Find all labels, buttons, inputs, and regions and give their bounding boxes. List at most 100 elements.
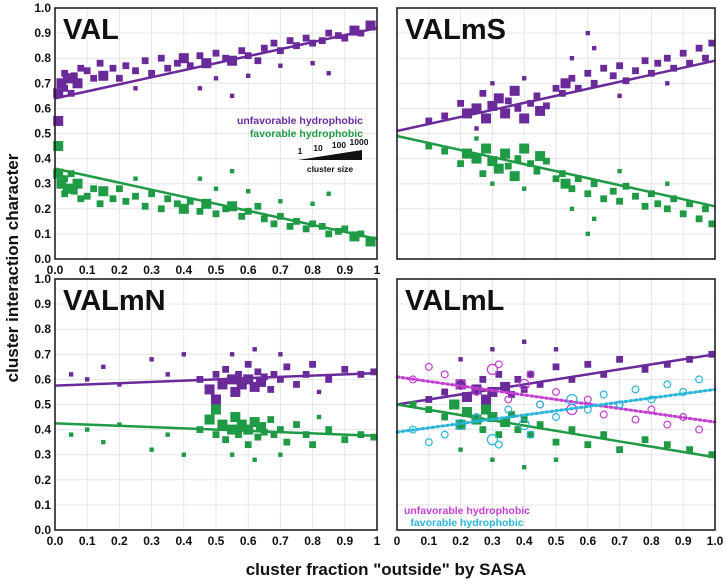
data-point xyxy=(277,212,284,220)
x-tick-label: 0.6 xyxy=(240,534,257,548)
series-cyan xyxy=(395,375,717,449)
y-tick-label: 0.2 xyxy=(34,473,51,487)
data-point xyxy=(267,416,275,423)
data-point xyxy=(487,100,498,111)
data-point xyxy=(641,365,649,373)
fit-line xyxy=(396,403,716,459)
data-point xyxy=(157,54,165,62)
data-point xyxy=(236,419,247,430)
y-tick-label: 0.9 xyxy=(34,26,51,40)
data-point xyxy=(509,85,520,96)
data-point xyxy=(186,197,194,205)
y-tick-label: 0.6 xyxy=(34,372,51,386)
data-point xyxy=(62,73,73,84)
x-tick-label: 0.3 xyxy=(484,534,501,548)
data-point xyxy=(357,29,365,37)
data-point xyxy=(149,447,154,452)
data-point xyxy=(551,387,560,396)
x-tick-label: 0.5 xyxy=(548,534,565,548)
data-point xyxy=(490,81,495,86)
fit-line xyxy=(54,167,378,241)
series-purple xyxy=(396,30,716,133)
data-point xyxy=(461,407,472,418)
data-point xyxy=(254,202,262,210)
data-point xyxy=(665,181,670,186)
data-point xyxy=(509,171,520,182)
data-point xyxy=(536,421,544,428)
y-tick-label: 0.1 xyxy=(34,498,51,512)
data-point xyxy=(83,192,91,200)
data-point xyxy=(230,412,241,423)
data-point xyxy=(149,357,154,362)
data-point xyxy=(514,155,522,162)
data-point xyxy=(70,72,78,80)
data-point xyxy=(670,195,678,203)
data-point xyxy=(479,376,487,383)
y-tick-label: 0.3 xyxy=(34,448,51,462)
data-point xyxy=(283,363,291,371)
data-point xyxy=(679,210,687,218)
x-tick-label: 0.2 xyxy=(111,263,128,277)
y-tick-label: 0.9 xyxy=(34,297,51,311)
data-point xyxy=(591,216,597,222)
data-point xyxy=(543,102,550,110)
data-point xyxy=(260,44,268,52)
data-point xyxy=(609,72,617,80)
x-tick-label: 0.7 xyxy=(272,534,289,548)
data-point xyxy=(632,67,639,75)
data-point xyxy=(495,370,503,378)
y-tick-label: 0.5 xyxy=(34,127,51,141)
y-tick-label: 0.0 xyxy=(34,252,51,266)
data-point xyxy=(341,365,349,373)
data-point xyxy=(584,441,592,449)
data-point xyxy=(535,105,546,116)
data-point xyxy=(584,190,592,198)
data-point xyxy=(325,230,333,238)
x-tick-label: 0.9 xyxy=(336,263,353,277)
data-point xyxy=(212,431,220,439)
data-point xyxy=(235,370,242,378)
data-point xyxy=(481,394,492,405)
data-point xyxy=(222,54,230,62)
data-point xyxy=(278,63,283,68)
data-point xyxy=(90,185,98,193)
data-point xyxy=(186,62,194,70)
data-point xyxy=(109,195,117,203)
data-point xyxy=(217,379,228,390)
data-point xyxy=(670,64,678,72)
data-point xyxy=(504,97,512,105)
data-point xyxy=(196,52,204,60)
data-point xyxy=(270,220,278,228)
data-point xyxy=(600,195,608,203)
x-tick-label: 0.9 xyxy=(336,534,353,548)
data-point xyxy=(490,457,495,462)
data-point xyxy=(648,69,655,77)
x-tick-label: 1 xyxy=(374,263,381,277)
data-point xyxy=(349,25,360,36)
y-tick-label: 1.0 xyxy=(34,1,51,15)
data-point xyxy=(609,187,617,195)
data-point xyxy=(56,178,67,189)
legend-bottom-right: unfavorable hydrophobic favorable hydrop… xyxy=(404,505,530,529)
data-point xyxy=(310,201,315,206)
data-point xyxy=(132,67,139,75)
data-point xyxy=(494,360,503,369)
series-green xyxy=(396,134,716,237)
data-point xyxy=(178,203,189,214)
data-point xyxy=(553,457,559,462)
data-point xyxy=(293,421,300,428)
data-point xyxy=(212,370,220,378)
data-point xyxy=(494,440,503,449)
data-point xyxy=(600,431,608,439)
size-tick-10: 10 xyxy=(313,143,323,153)
data-point xyxy=(527,160,534,168)
x-tick-label: 0.6 xyxy=(240,263,257,277)
legend-br-unfavorable-label: unfavorable hydrophobic xyxy=(404,505,530,517)
x-tick-label: 0.2 xyxy=(111,534,128,548)
data-point xyxy=(599,390,608,399)
data-point xyxy=(543,157,550,165)
data-point xyxy=(252,457,257,462)
data-point xyxy=(325,376,333,383)
data-point xyxy=(686,446,693,454)
data-point xyxy=(277,376,284,383)
